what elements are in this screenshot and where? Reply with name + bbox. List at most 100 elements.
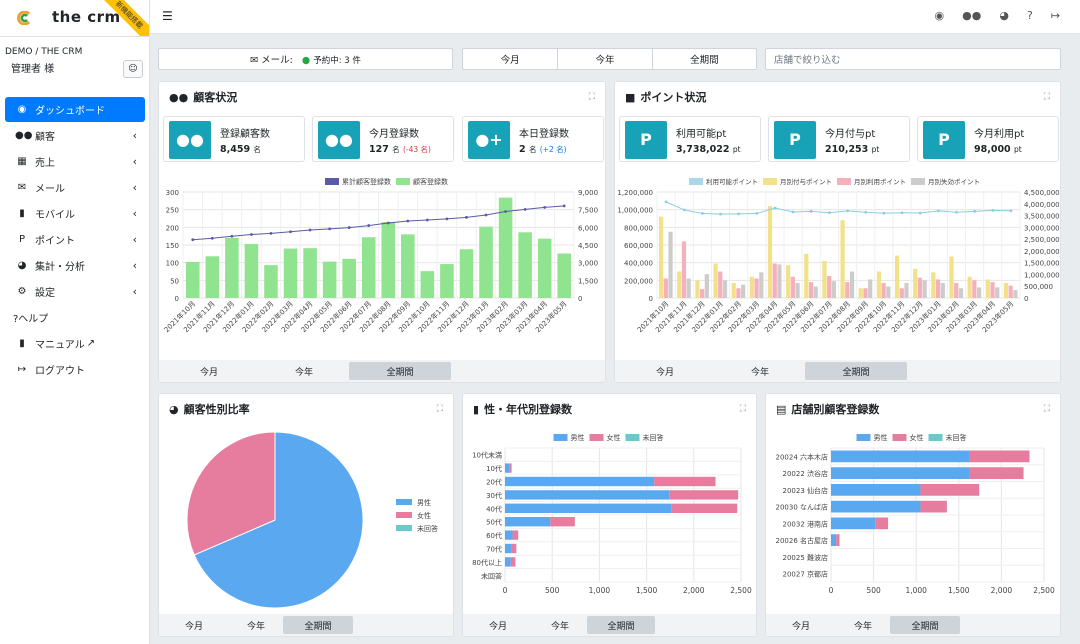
- sidebar-item-dashboard[interactable]: ◉ ダッシュボード: [5, 97, 145, 122]
- bar-expired-points: [886, 286, 891, 298]
- expand-icon[interactable]: ⛶: [588, 92, 595, 102]
- bar-customer-registrations: [303, 248, 317, 298]
- bar-used-points: [990, 282, 995, 298]
- card-title: ポイント状況: [640, 91, 707, 104]
- mail-label: メール:: [261, 55, 293, 66]
- y-tick-left: 600,000: [624, 242, 653, 250]
- sidebar-item-mail[interactable]: ✉ メール ‹: [5, 174, 145, 200]
- sidebar-item-label: ダッシュボード: [35, 106, 105, 117]
- stat-label: 今月利用pt: [974, 129, 1025, 140]
- store-filter-input[interactable]: 店舗で絞り込む: [765, 48, 1061, 70]
- stat-label: 利用可能pt: [676, 129, 727, 140]
- question-icon[interactable]: ?: [1026, 9, 1033, 22]
- bar-used-points: [827, 275, 832, 298]
- card-title: 顧客性別比率: [183, 403, 250, 416]
- bar-customer-registrations: [283, 248, 298, 298]
- chevron-left-icon: ‹: [132, 128, 137, 142]
- button-this-month[interactable]: 今月: [184, 621, 203, 632]
- stat-value: 8,459 名: [220, 144, 261, 155]
- button-this-month[interactable]: 今月: [199, 367, 218, 378]
- expand-icon[interactable]: ⛶: [739, 404, 746, 414]
- button-all-time[interactable]: 全期間: [283, 616, 353, 634]
- point-available: [664, 200, 668, 204]
- y-tick-label: 20032 港南店: [783, 519, 829, 528]
- button-all-time[interactable]: 全期間: [805, 362, 907, 380]
- bar-used-points: [790, 276, 795, 298]
- sidebar-item-customers[interactable]: ●● 顧客 ‹: [5, 122, 145, 148]
- sidebar-item-label: 売上: [35, 157, 55, 169]
- sidebar-item-settings[interactable]: ⚙ 設定 ‹: [5, 278, 145, 304]
- bar-female: [875, 517, 889, 530]
- period-buttons: 今月 今年 全期間: [159, 360, 605, 382]
- button-this-year[interactable]: 今年: [294, 367, 313, 378]
- expand-icon[interactable]: ⛶: [1043, 404, 1050, 414]
- button-this-month[interactable]: 今月: [655, 367, 674, 378]
- users-icon[interactable]: ●●: [962, 9, 982, 22]
- button-this-year[interactable]: 今年: [750, 367, 769, 378]
- button-this-year[interactable]: 今年: [853, 621, 872, 632]
- point-available: [936, 209, 940, 213]
- bar-used-points: [972, 280, 977, 298]
- period-this-month[interactable]: 今月: [463, 49, 559, 69]
- button-this-month[interactable]: 今月: [488, 621, 507, 632]
- point-available: [955, 210, 958, 214]
- point-status-card: ■ ポイント状況 ⛶ P 利用可能pt 3,738,022 pt P 今月付与pt…: [614, 81, 1061, 383]
- bar-used-points: [754, 278, 759, 298]
- legend-label: 未回答: [417, 524, 438, 533]
- y-tick-left: 100: [166, 260, 179, 268]
- period-all[interactable]: 全期間: [690, 55, 719, 66]
- sidebar-item-label: ログアウト: [35, 365, 85, 377]
- button-this-year[interactable]: 今年: [550, 621, 569, 632]
- pie-slice: [193, 431, 364, 609]
- y-tick-left: 800,000: [624, 224, 653, 232]
- x-tick-label: 500: [866, 586, 881, 595]
- bar-customer-registrations: [557, 253, 571, 298]
- sign-out-icon: ↦: [17, 363, 27, 375]
- expand-icon[interactable]: ⛶: [1043, 92, 1050, 102]
- button-all-time[interactable]: 全期間: [349, 362, 451, 380]
- sidebar-item-analytics[interactable]: ◕ 集計・分析 ‹: [5, 252, 145, 278]
- sidebar-item-help[interactable]: ?ヘルプ: [13, 313, 49, 325]
- bar-customer-registrations: [401, 234, 415, 298]
- period-this-year[interactable]: 今年: [558, 49, 653, 69]
- gauge-icon[interactable]: ◉: [934, 9, 945, 22]
- y-tick-left: 200: [166, 224, 179, 232]
- button-all-time[interactable]: 全期間: [890, 616, 960, 634]
- bar-customer-registrations: [205, 256, 220, 298]
- button-this-year[interactable]: 今年: [246, 621, 265, 632]
- bar-customer-registrations: [518, 232, 532, 298]
- brand-name[interactable]: the crm: [52, 8, 121, 26]
- sidebar-item-label: 集計・分析: [35, 261, 85, 273]
- legend-swatch: [763, 178, 777, 185]
- y-tick-right: 4,500: [578, 242, 598, 250]
- menu-toggle-icon[interactable]: ☰: [162, 9, 173, 23]
- bar-used-points: [863, 288, 868, 298]
- pie-chart-icon[interactable]: ◕: [999, 9, 1009, 22]
- bar-customer-registrations: [459, 249, 474, 298]
- sign-out-icon[interactable]: ↦: [1050, 9, 1060, 22]
- sidebar-item-manual[interactable]: ▮ マニュアル ↗: [5, 330, 145, 356]
- sidebar-item-mobile[interactable]: ▮ モバイル ‹: [5, 200, 145, 226]
- sidebar-item-sales[interactable]: ▦ 売上 ‹: [5, 148, 145, 174]
- user-settings-button[interactable]: ☺: [123, 60, 143, 78]
- bar-male: [831, 517, 876, 530]
- sidebar-item-logout[interactable]: ↦ ログアウト: [5, 356, 145, 382]
- y-tick-label: 80代以上: [472, 558, 502, 567]
- bar-female: [654, 476, 716, 487]
- legend-label: 月別利用ポイント: [854, 177, 906, 186]
- legend-label: 累計顧客登録数: [342, 177, 391, 186]
- button-all-time[interactable]: 全期間: [587, 616, 655, 634]
- expand-icon[interactable]: ⛶: [436, 404, 443, 414]
- sidebar-item-points[interactable]: P ポイント ‹: [5, 226, 145, 252]
- y-tick-label: 70代: [486, 545, 502, 554]
- bar-granted-points: [840, 220, 845, 298]
- bar-male: [505, 517, 551, 527]
- bar-male: [831, 450, 970, 463]
- bar-expired-points: [868, 279, 873, 298]
- reserved-count[interactable]: 予約中: 3 件: [313, 56, 361, 66]
- x-tick-label: 1,000: [905, 586, 927, 595]
- point-cumulative: [289, 230, 292, 234]
- button-this-month[interactable]: 今月: [791, 621, 810, 632]
- line-available-points: [665, 201, 1011, 215]
- x-tick-label: 1,500: [948, 586, 970, 595]
